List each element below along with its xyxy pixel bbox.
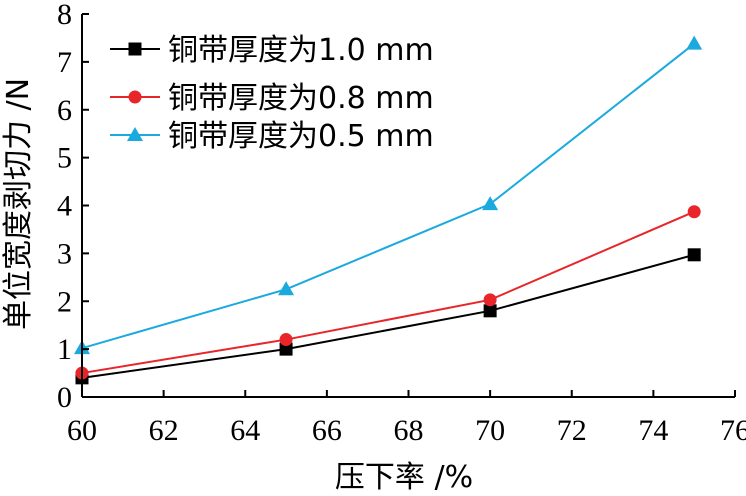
data-point [279, 333, 293, 347]
data-point [687, 205, 701, 219]
axes [81, 13, 736, 398]
x-tick-label: 76 [720, 414, 746, 447]
data-point [482, 196, 499, 211]
data-point [687, 248, 701, 262]
data-point [279, 342, 293, 356]
data-point [483, 293, 497, 307]
legend-marker [128, 90, 142, 104]
y-tick-label: 3 [57, 237, 72, 270]
x-tick-label: 72 [557, 414, 587, 447]
tick-labels: 60 62 64 66 68 70 72 74 76 0 1 2 3 4 5 6 7 8 [57, 0, 746, 447]
series-line [81, 210, 695, 375]
series-layer [74, 35, 703, 385]
legend-label: 铜带厚度为0.8 mm [168, 81, 434, 116]
y-tick-label: 4 [57, 190, 72, 223]
x-tick-label: 70 [475, 414, 505, 447]
series-2 [75, 205, 701, 380]
legend-entry-1: 铜带厚度为1.0 mm [110, 33, 434, 68]
x-tick-label: 74 [638, 414, 668, 447]
x-tick-label: 64 [230, 414, 260, 447]
y-axis-title: 单位宽度剥切力 /N [1, 78, 36, 330]
legend-label: 铜带厚度为0.5 mm [168, 119, 434, 154]
data-point [686, 35, 703, 50]
legend-label: 铜带厚度为1.0 mm [168, 33, 434, 68]
legend-entry-3: 铜带厚度为0.5 mm [110, 119, 434, 154]
legend-marker [127, 127, 143, 141]
y-tick-label: 1 [57, 333, 72, 366]
series-line [81, 253, 695, 379]
data-point [483, 304, 497, 318]
y-tick-label: 0 [57, 381, 72, 414]
y-tick-label: 7 [57, 46, 72, 79]
x-tick-label: 68 [394, 414, 424, 447]
legend-entry-2: 铜带厚度为0.8 mm [110, 81, 434, 116]
y-tick-label: 6 [57, 94, 72, 127]
data-point [278, 281, 295, 296]
y-tick-label: 2 [57, 285, 72, 318]
series-line [81, 42, 695, 350]
x-tick-label: 60 [67, 414, 97, 447]
y-tick-label: 8 [57, 0, 72, 31]
series-1 [75, 248, 701, 385]
x-axis-title: 压下率 /% [335, 460, 473, 495]
x-tick-label: 66 [312, 414, 342, 447]
y-tick-label: 5 [57, 142, 72, 175]
legend-marker [128, 42, 142, 56]
x-tick-label: 62 [149, 414, 179, 447]
